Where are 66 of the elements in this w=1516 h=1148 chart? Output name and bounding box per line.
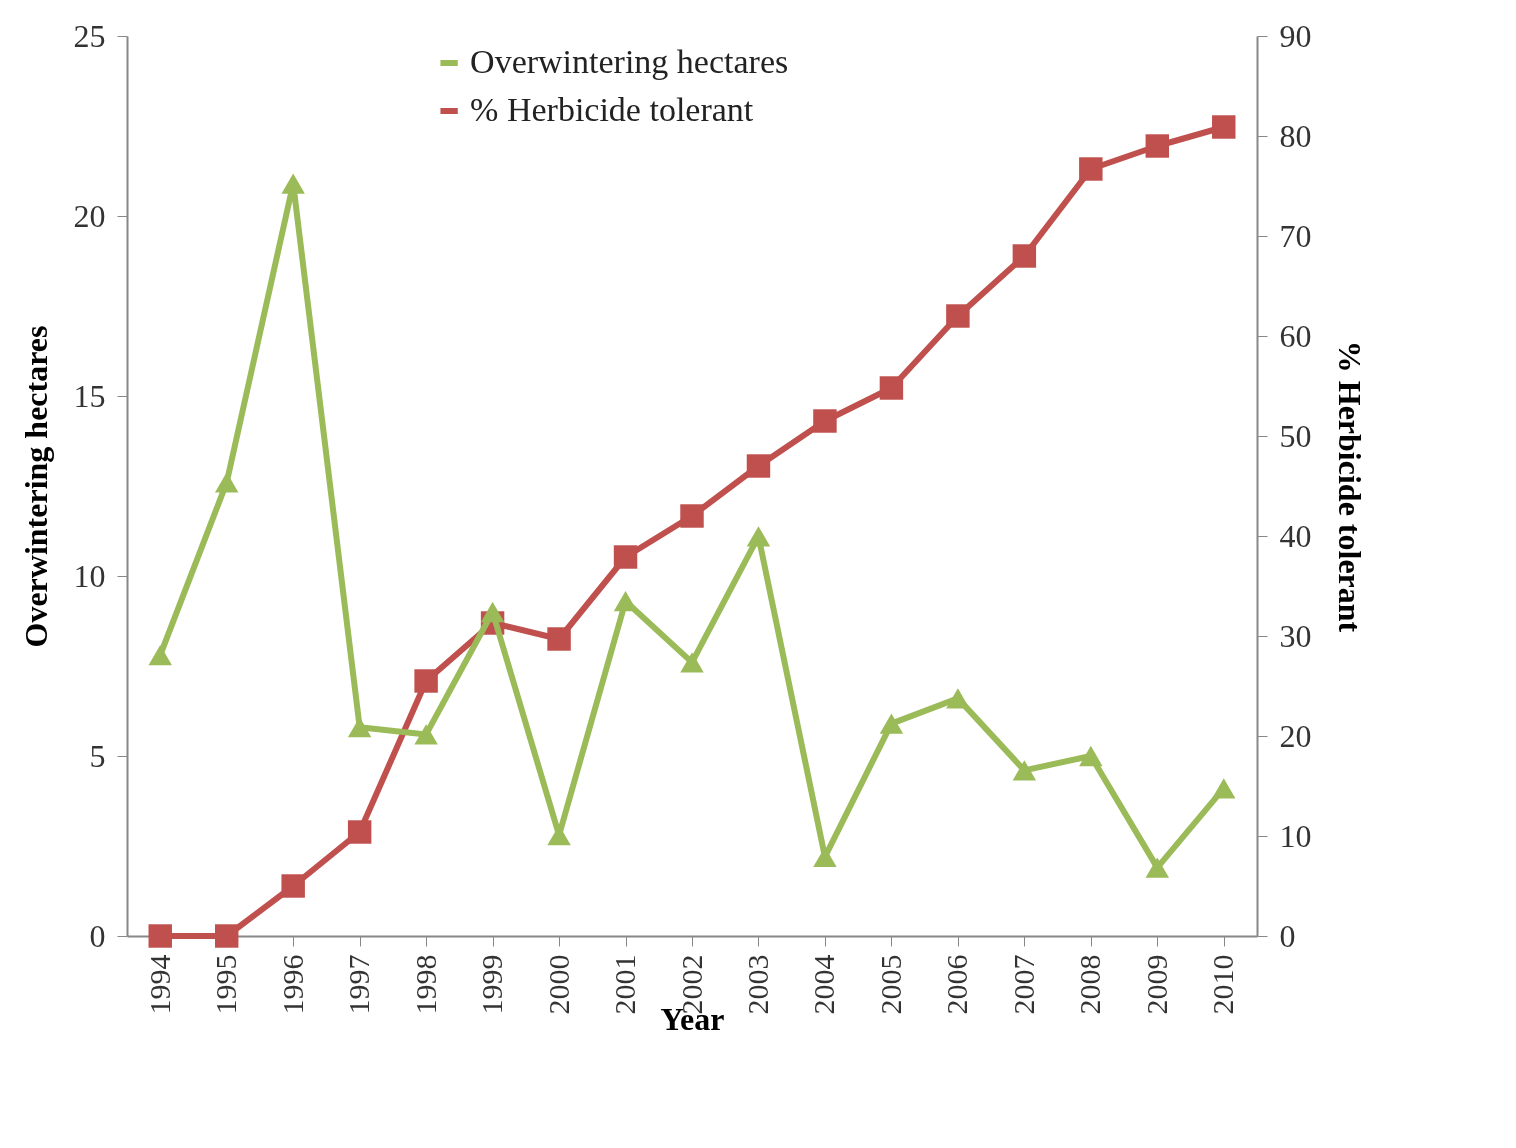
point: [480, 601, 505, 623]
x-tick-label: 1996: [275, 954, 309, 1015]
point: [746, 526, 771, 547]
y2-tick-label: 10: [1279, 817, 1312, 854]
y2-tick-label: 20: [1279, 717, 1312, 754]
x-tick-label: 2004: [807, 954, 841, 1015]
x-tick-label: 2003: [740, 954, 774, 1015]
point: [613, 545, 638, 569]
y-tick-label: 20: [73, 197, 106, 234]
point: [879, 713, 904, 734]
point: [281, 874, 305, 898]
x-tick-label: 1998: [408, 954, 442, 1015]
point: [414, 669, 438, 693]
point: [1079, 745, 1103, 767]
y2-tick-label: 0: [1279, 917, 1296, 954]
y2-tick-label: 70: [1279, 217, 1312, 254]
point: [347, 820, 372, 844]
x-tick-label: 2005: [873, 954, 907, 1015]
point: [1145, 857, 1170, 878]
x-tick-label: 2010: [1206, 954, 1240, 1015]
x-tick-label: 2001: [608, 954, 642, 1015]
point: [879, 376, 904, 400]
x-tick-label: 1999: [475, 954, 509, 1015]
y2-tick-label: 30: [1279, 617, 1312, 654]
y2-tick-label: 50: [1279, 417, 1312, 454]
x-tick-label: 1997: [342, 954, 376, 1015]
legend-label: Overwintering hectares: [470, 43, 789, 80]
x-tick-label: 2000: [541, 954, 575, 1015]
y2-axis-title: % Herbicide tolerant: [1331, 340, 1368, 633]
point: [414, 724, 438, 745]
x-tick-label: 1994: [142, 954, 176, 1015]
y-tick-label: 25: [73, 17, 106, 54]
y-axis-title: Overwintering hectares: [17, 325, 54, 648]
y-tick-label: 0: [89, 917, 106, 954]
point: [547, 627, 571, 651]
point: [347, 717, 372, 738]
point: [746, 454, 771, 478]
y-tick-label: 5: [89, 737, 106, 774]
y2-tick-label: 60: [1279, 317, 1312, 354]
point: [813, 409, 837, 433]
point: [214, 472, 239, 493]
x-tick-label: 2007: [1006, 954, 1040, 1015]
point: [680, 504, 704, 528]
y2-tick-label: 90: [1279, 17, 1312, 54]
point: [1079, 157, 1103, 181]
y2-tick-label: 40: [1279, 517, 1312, 554]
point: [946, 304, 970, 328]
point: [1212, 778, 1236, 799]
x-tick-label: 1995: [209, 954, 243, 1015]
point: [148, 924, 172, 948]
point: [1145, 134, 1170, 158]
x-tick-label: 2006: [940, 954, 974, 1015]
x-tick-label: 2009: [1139, 954, 1173, 1015]
x-tick-label: 2008: [1073, 954, 1107, 1015]
point: [148, 645, 172, 666]
point: [1212, 115, 1236, 139]
point: [281, 173, 305, 194]
point: [946, 688, 970, 709]
y2-tick-label: 80: [1279, 117, 1312, 154]
point: [680, 652, 704, 673]
legend-label: % Herbicide tolerant: [470, 91, 754, 128]
point: [1012, 760, 1037, 781]
point: [1012, 244, 1037, 268]
y-tick-label: 10: [73, 557, 106, 594]
point: [214, 924, 239, 948]
y-tick-label: 15: [73, 377, 106, 414]
